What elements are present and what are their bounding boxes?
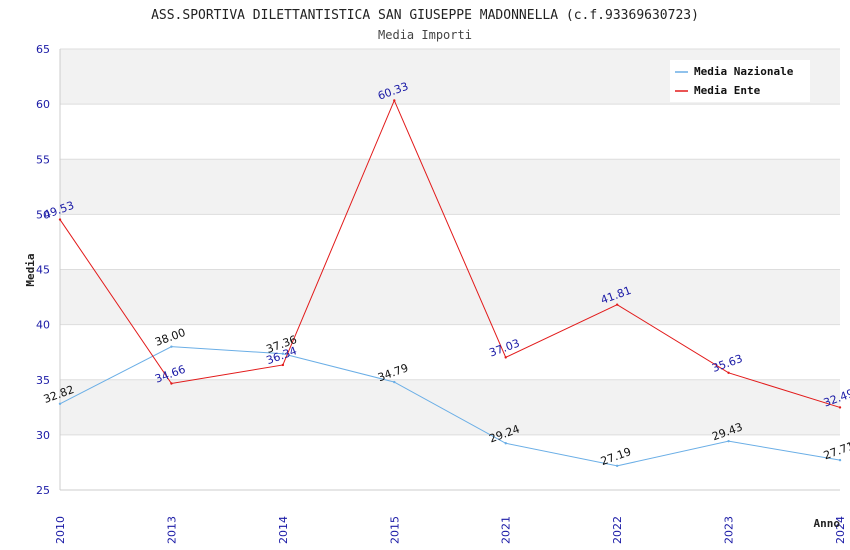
y-tick-label: 65 <box>36 43 50 56</box>
data-point <box>727 371 730 375</box>
plot-band <box>60 269 840 325</box>
data-point <box>615 464 619 468</box>
y-tick-label: 25 <box>36 484 50 497</box>
data-point <box>393 99 396 102</box>
y-tick-label: 50 <box>36 208 50 221</box>
x-axis-label: Anno <box>814 517 841 530</box>
y-axis-ticks: 25 30 35 40 45 50 55 60 65 <box>36 43 50 497</box>
x-tick-label: 2015 <box>388 516 401 544</box>
data-point <box>170 345 173 348</box>
legend-label-media-ente: Media Ente <box>694 84 761 97</box>
data-point <box>58 218 62 221</box>
series-line-media-nazionale <box>59 346 841 467</box>
chart-subtitle: Media Importi <box>378 28 472 42</box>
plot-band <box>60 104 840 160</box>
y-tick-label: 55 <box>36 153 50 166</box>
x-tick-label: 2014 <box>277 516 290 544</box>
y-tick-label: 30 <box>36 429 50 442</box>
y-tick-label: 45 <box>36 264 50 277</box>
chart-title: ASS.SPORTIVA DILETTANTISTICA SAN GIUSEPP… <box>151 8 699 23</box>
plot-band <box>60 214 840 270</box>
plot-bands <box>60 49 840 490</box>
data-point <box>727 439 730 443</box>
gridlines <box>59 48 840 491</box>
data-point <box>393 380 396 384</box>
plot-band <box>60 324 840 380</box>
y-axis-label: Media <box>24 253 37 286</box>
y-tick-label: 40 <box>36 319 50 332</box>
data-point <box>838 458 842 462</box>
series-line-media-ente <box>59 99 841 408</box>
legend-box <box>670 60 810 102</box>
plot-band <box>60 434 840 490</box>
data-point <box>615 303 619 306</box>
x-tick-label: 2021 <box>500 516 513 544</box>
plot-band <box>60 379 840 435</box>
x-tick-label: 2010 <box>54 516 67 544</box>
y-tick-label: 60 <box>36 98 50 111</box>
x-tick-label: 2023 <box>723 516 736 544</box>
data-point <box>504 442 507 445</box>
series-group <box>58 99 842 468</box>
x-tick-label: 2024 <box>834 516 847 544</box>
x-tick-label: 2022 <box>611 516 624 544</box>
data-point <box>281 363 285 367</box>
plot-band <box>60 159 840 215</box>
data-point <box>838 406 842 409</box>
data-point <box>170 382 173 385</box>
data-point <box>58 402 62 405</box>
data-point <box>504 356 507 359</box>
x-axis-ticks: 2010 2013 2014 2015 2021 2022 2023 2024 <box>54 516 847 544</box>
x-tick-label: 2013 <box>165 516 178 544</box>
y-tick-label: 35 <box>36 374 50 387</box>
legend-label-media-nazionale: Media Nazionale <box>694 65 794 78</box>
data-point <box>281 352 285 355</box>
legend: Media Nazionale Media Ente <box>670 60 810 102</box>
